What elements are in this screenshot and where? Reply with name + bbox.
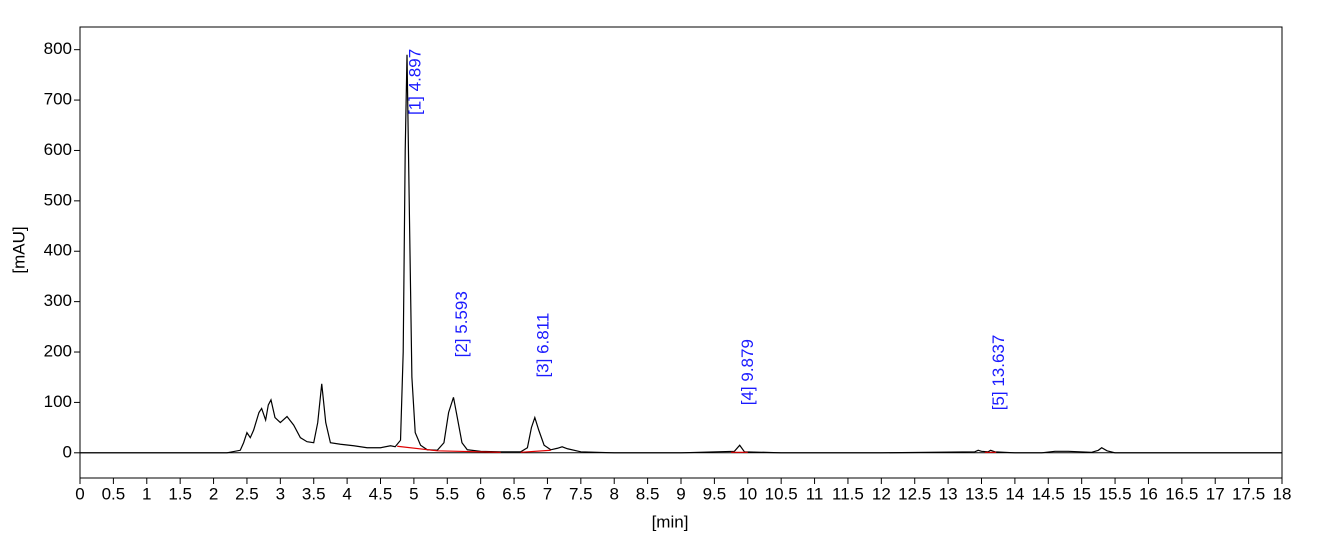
x-tick-label: 16 [1139, 484, 1158, 503]
x-tick-label: 1.5 [168, 484, 192, 503]
x-tick-label: 17 [1206, 484, 1225, 503]
y-tick-label: 0 [63, 442, 72, 461]
x-tick-label: 9 [676, 484, 685, 503]
trace [397, 445, 997, 453]
x-tick-label: 6 [476, 484, 485, 503]
x-tick-label: 15 [1072, 484, 1091, 503]
x-tick-label: 0.5 [102, 484, 126, 503]
peak-label: [1] 4.897 [405, 49, 424, 115]
peak-label: [4] 9.879 [738, 339, 757, 405]
x-tick-label: 8.5 [636, 484, 660, 503]
x-tick-label: 13 [939, 484, 958, 503]
x-tick-label: 2 [209, 484, 218, 503]
x-tick-label: 5.5 [435, 484, 459, 503]
x-tick-label: 14 [1005, 484, 1024, 503]
x-tick-label: 1 [142, 484, 151, 503]
x-tick-label: 6.5 [502, 484, 526, 503]
peak-label: [3] 6.811 [533, 313, 552, 378]
y-tick-label: 400 [44, 241, 72, 260]
x-tick-label: 3.5 [302, 484, 326, 503]
trace [80, 54, 1282, 454]
y-tick-label: 200 [44, 342, 72, 361]
y-axis-label: [mAU] [9, 226, 28, 273]
x-tick-label: 3 [276, 484, 285, 503]
y-tick-label: 500 [44, 190, 72, 209]
x-tick-label: 4.5 [369, 484, 393, 503]
x-tick-label: 7 [543, 484, 552, 503]
y-tick-label: 700 [44, 90, 72, 109]
x-tick-label: 11 [806, 484, 824, 503]
x-tick-label: 8 [609, 484, 618, 503]
x-tick-label: 12 [872, 484, 891, 503]
x-tick-label: 18 [1273, 484, 1292, 503]
x-tick-label: 4 [342, 484, 351, 503]
x-axis-label: [min] [652, 512, 689, 531]
x-tick-label: 7.5 [569, 484, 593, 503]
x-tick-label: 11.5 [832, 484, 864, 503]
x-tick-label: 5 [409, 484, 418, 503]
x-tick-label: 17.5 [1232, 484, 1265, 503]
y-tick-label: 600 [44, 140, 72, 159]
peak-label: [5] 13.637 [989, 335, 1008, 411]
x-tick-label: 0 [75, 484, 84, 503]
x-tick-label: 15.5 [1099, 484, 1132, 503]
x-tick-label: 12.5 [898, 484, 931, 503]
x-tick-label: 10.5 [765, 484, 798, 503]
peak-label: [2] 5.593 [452, 291, 471, 357]
y-tick-label: 800 [44, 39, 72, 58]
x-tick-label: 10 [738, 484, 757, 503]
x-tick-label: 2.5 [235, 484, 259, 503]
x-tick-label: 13.5 [965, 484, 998, 503]
x-tick-label: 14.5 [1032, 484, 1065, 503]
y-tick-label: 100 [44, 392, 72, 411]
x-tick-label: 9.5 [703, 484, 727, 503]
x-tick-label: 16.5 [1165, 484, 1198, 503]
y-tick-label: 300 [44, 291, 72, 310]
